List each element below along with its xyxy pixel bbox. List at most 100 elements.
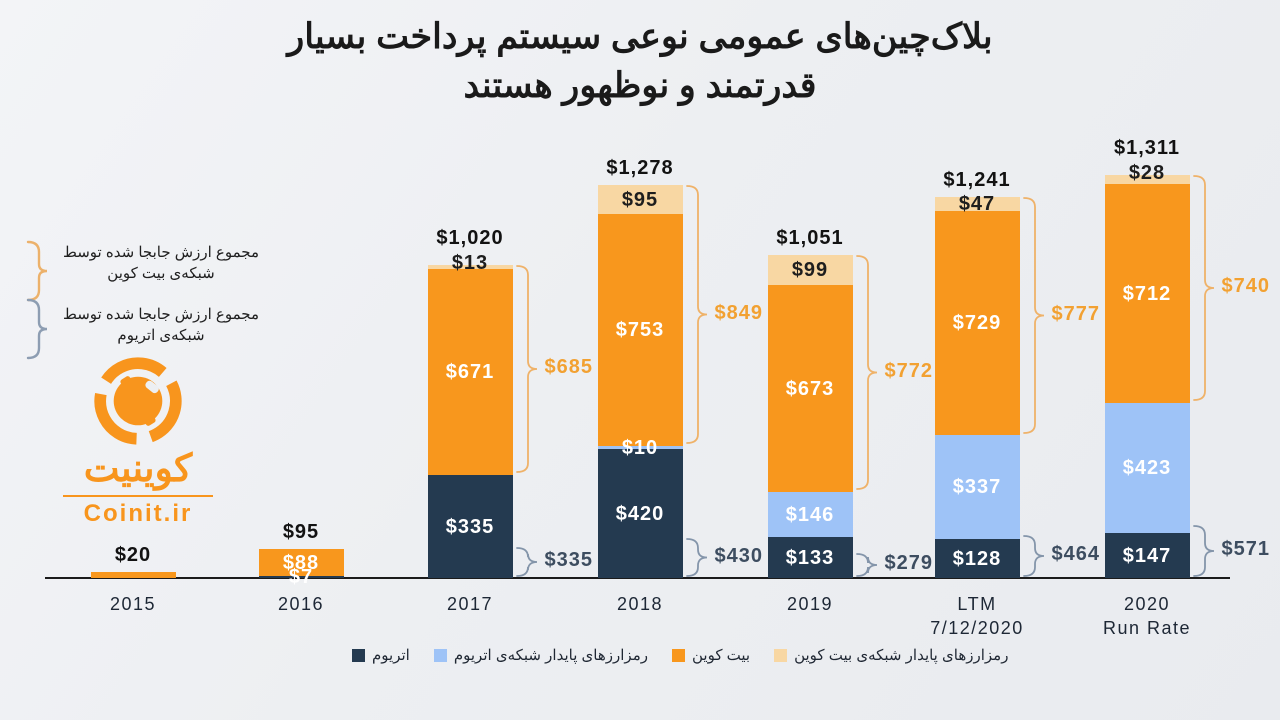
bar-value-label: $671 (445, 361, 495, 383)
legend-item-btc: بیت کوین (671, 646, 751, 664)
bar-value-label: $146 (785, 503, 835, 526)
coinit-logo: کوینیت Coinit.ir (48, 356, 228, 528)
brace-icon-ethereum (26, 298, 48, 360)
bracket-ethereum-label: $464 (1051, 543, 1100, 565)
bar-value-label: $423 (1122, 457, 1172, 479)
bar-total-label: $1,020 (436, 227, 504, 249)
bar-total-label: $95 (282, 521, 320, 543)
x-axis-label: 2020 (1123, 594, 1171, 614)
legend-swatch-btc (671, 648, 685, 662)
bar-value-label: $95 (621, 188, 659, 211)
bar-segment-btc (934, 211, 1020, 435)
bracket-bitcoin-label: $849 (714, 301, 763, 324)
legend-swatch-btc_stable (774, 648, 788, 662)
bar-value-label: $28 (1128, 162, 1166, 184)
coinit-logo-wordmark: کوینیت (63, 446, 213, 497)
bar-value-label: $128 (952, 547, 1002, 570)
x-axis-label: Run Rate (1102, 618, 1192, 638)
x-axis-label: 2019 (786, 594, 834, 614)
side-legend-ethereum-line2: شبکه‌ی اتریوم (117, 327, 205, 344)
legend-label-eth: اتریوم (372, 647, 410, 664)
bar-segment-btc (597, 214, 683, 446)
bar-segment-btc_stable (597, 185, 683, 214)
bar-segment-eth_stable (934, 435, 1020, 539)
bracket-bitcoin (515, 265, 537, 473)
side-legend-bitcoin-label: مجموع ارزش جابجا شده توسط شبکه‌ی بیت کوی… (50, 242, 272, 284)
chart-legend: اتریوم رمزارزهای پایدار شبکه‌ی اتریوم بیت … (352, 646, 1008, 664)
bar-total-label: $20 (114, 544, 152, 566)
bar-segment-btc (258, 549, 344, 576)
bracket-ethereum (855, 553, 877, 577)
bar-segment-eth (427, 475, 513, 578)
bar-value-label: $147 (1122, 544, 1172, 567)
bar-segment-btc_stable (1104, 175, 1190, 184)
bar-segment-btc (767, 285, 853, 492)
bar-segment-btc_stable (767, 255, 853, 285)
bar-segment-eth (597, 449, 683, 578)
bar-value-label: $337 (952, 476, 1002, 498)
legend-label-btc: بیت کوین (691, 647, 751, 664)
bar-value-label: $13 (451, 252, 489, 274)
bar-value-label: $99 (791, 259, 829, 281)
side-legend-bitcoin-line1: مجموع ارزش جابجا شده توسط (62, 244, 260, 261)
x-axis-label: 2017 (446, 594, 494, 614)
bar-segment-btc_stable (427, 265, 513, 269)
bar-segment-eth (1104, 533, 1190, 578)
legend-label-btc_stable: رمزارزهای پایدار شبکه‌ی بیت کوین (794, 647, 1009, 664)
bar-segment-btc_stable (934, 197, 1020, 211)
x-axis-label: 2015 (109, 594, 157, 614)
bracket-bitcoin-label: $772 (884, 359, 933, 382)
bar-value-label: $7 (288, 566, 314, 588)
bracket-ethereum-label: $571 (1221, 538, 1270, 560)
bracket-ethereum-label: $279 (884, 552, 933, 574)
bar-value-label: $753 (615, 319, 665, 341)
bar-value-label: $420 (615, 502, 665, 525)
side-legend-bitcoin-line2: شبکه‌ی بیت کوین (107, 265, 215, 282)
title-line-2: قدرتمند و نوظهور هستند (463, 66, 817, 105)
title-line-1: بلاک‌چین‌های عمومی نوعی سیستم پرداخت بسی… (287, 17, 993, 56)
bar-segment-btc (90, 572, 176, 578)
bar-value-label: $729 (952, 312, 1002, 334)
bracket-bitcoin (855, 255, 877, 490)
bracket-bitcoin-label: $740 (1221, 275, 1270, 297)
bar-segment-eth_stable (767, 492, 853, 537)
bracket-bitcoin (1022, 197, 1044, 434)
bar-value-label: $10 (621, 436, 659, 459)
bar-total-label: $1,278 (606, 157, 674, 179)
x-axis-label: 7/12/2020 (930, 618, 1024, 638)
bar-value-label: $673 (785, 377, 835, 400)
bracket-bitcoin (1192, 175, 1214, 401)
bar-segment-eth (934, 539, 1020, 578)
bar-segment-btc (1104, 184, 1190, 403)
legend-swatch-eth_stable (433, 648, 447, 662)
bracket-bitcoin (685, 185, 707, 444)
bar-value-label: $133 (785, 546, 835, 569)
bar-segment-eth (258, 576, 344, 578)
legend-label-eth_stable: رمزارزهای پایدار شبکه‌ی اتریوم (453, 647, 648, 664)
side-legend-ethereum-label: مجموع ارزش جابجا شده توسط شبکه‌ی اتریوم (50, 304, 272, 346)
legend-item-eth_stable: رمزارزهای پایدار شبکه‌ی اتریوم (433, 646, 648, 664)
brace-icon-bitcoin (26, 240, 48, 302)
bar-total-label: $1,241 (943, 169, 1011, 191)
bar-total-label: $1,051 (776, 227, 844, 249)
bar-value-label: $88 (282, 551, 320, 574)
x-axis-label: 2018 (616, 594, 664, 614)
x-axis-line (45, 577, 1230, 579)
bracket-ethereum-label: $430 (714, 544, 763, 567)
bar-segment-eth_stable (1104, 403, 1190, 533)
side-legend-ethereum-line1: مجموع ارزش جابجا شده توسط (62, 306, 260, 323)
bar-value-label: $335 (445, 515, 495, 538)
bar-segment-eth_stable (597, 446, 683, 449)
bracket-bitcoin-label: $685 (544, 356, 593, 378)
bracket-ethereum-label: $335 (544, 549, 593, 571)
bar-value-label: $47 (958, 193, 996, 215)
coinit-logo-icon (94, 357, 182, 445)
bar-segment-btc (427, 269, 513, 475)
x-axis-label: 2016 (277, 594, 325, 614)
legend-swatch-eth (352, 648, 365, 662)
bar-value-label: $712 (1122, 282, 1172, 305)
bracket-ethereum (515, 547, 537, 577)
bracket-ethereum (1192, 525, 1214, 577)
bracket-ethereum (1022, 535, 1044, 577)
